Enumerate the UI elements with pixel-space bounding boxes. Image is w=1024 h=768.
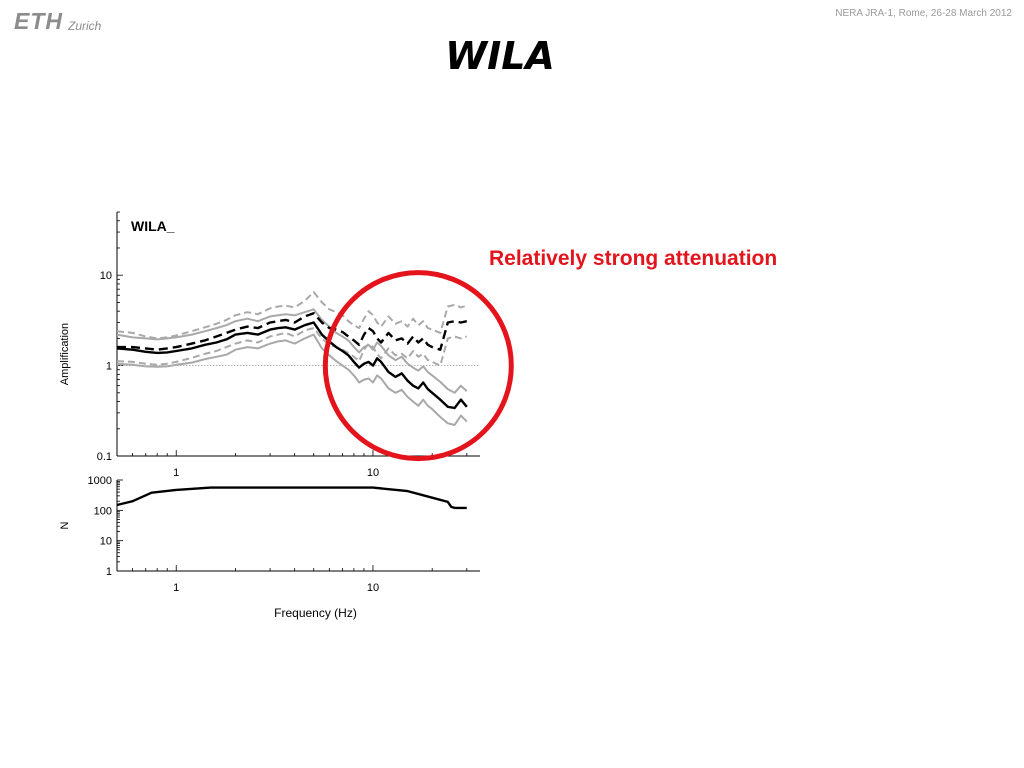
series-line-solid-gray [116,308,468,394]
y-tick-label: 1000 [88,475,112,487]
y-tick-label: 10 [100,536,112,548]
series-line-solid-black [116,321,468,410]
y-tick-label: 100 [94,505,112,517]
y-tick-label: 10 [100,270,112,282]
y-tick-label: 1 [106,566,112,578]
x-tick-label: 10 [367,467,379,479]
x-tick-label: 10 [367,582,379,594]
conference-label: NERA JRA-1, Rome, 26-28 March 2012 [835,8,1012,19]
logo-eth-text: ETH [14,8,63,34]
y-tick-label: 0.1 [97,451,112,463]
y-axis-label: N [59,521,71,529]
series-line-solid-gray [116,333,468,426]
highlight-circle [322,270,514,462]
annotation-text: Relatively strong attenuation [489,247,778,270]
logo-zurich-text: Zurich [68,19,102,33]
y-axis-label: Amplification [59,323,71,385]
x-tick-label: 1 [173,467,179,479]
series-line-dashed-gray [116,327,468,367]
x-axis-label: Frequency (Hz) [274,606,357,620]
slide-title: WILA [445,34,555,78]
x-tick-label: 1 [173,582,179,594]
y-tick-label: 1 [106,361,112,373]
eth-logo: ETH Zurich [14,8,114,34]
chart-title: WILA_ [131,218,175,234]
series-line-solid-black [116,486,467,510]
series-line-dashed-black [117,312,468,351]
